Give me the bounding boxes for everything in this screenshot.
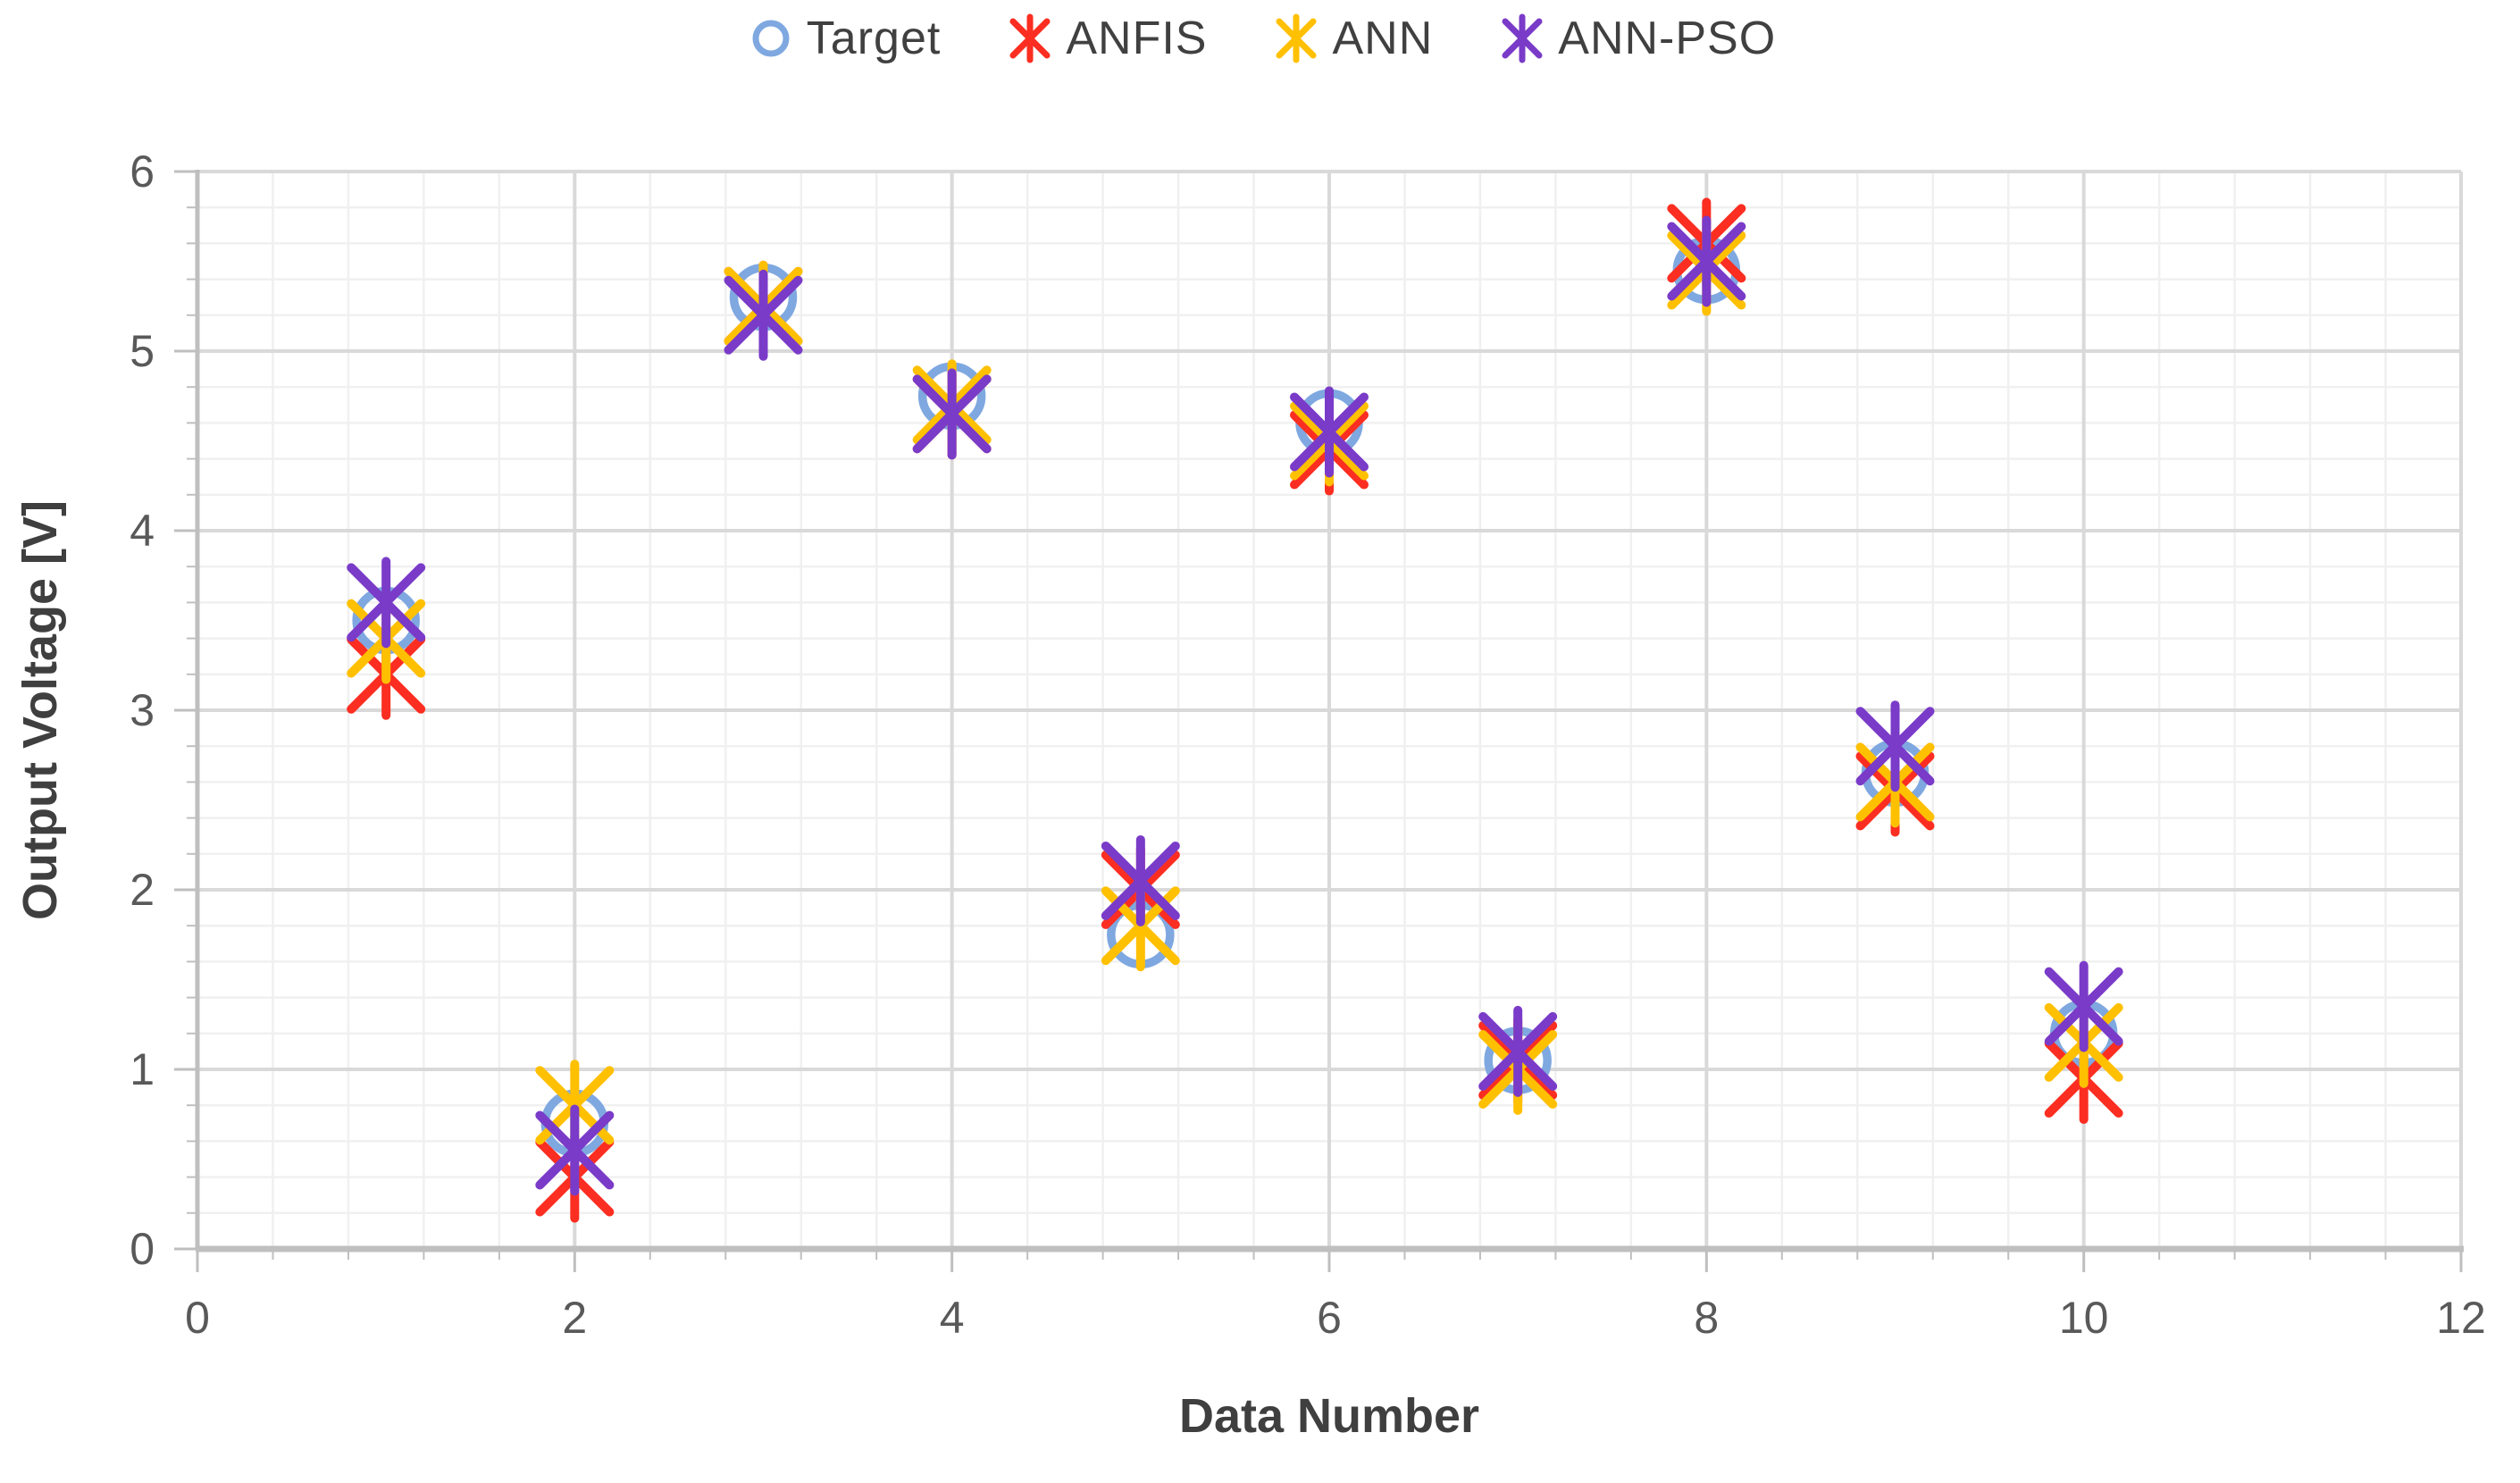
x-tick-label: 6 xyxy=(1317,1293,1342,1343)
legend-item-ann-pso: ANN-PSO xyxy=(1495,12,1776,65)
y-axis-title: Output Voltage [V] xyxy=(13,500,67,920)
legend-label: ANN xyxy=(1332,13,1434,64)
legend-label: Target xyxy=(806,13,942,64)
ann-marker-icon xyxy=(1276,13,1317,63)
x-tick-label: 12 xyxy=(2436,1293,2486,1343)
x-tick-label: 2 xyxy=(562,1293,588,1343)
legend-item-ann: ANN xyxy=(1269,12,1433,65)
y-tick-label: 5 xyxy=(130,326,155,376)
y-tick-label: 6 xyxy=(130,147,155,197)
x-tick-label: 10 xyxy=(2058,1293,2109,1343)
x-tick-label: 4 xyxy=(939,1293,965,1343)
target-marker-icon xyxy=(752,20,790,57)
legend-label: ANFIS xyxy=(1066,13,1208,64)
legend-item-target: Target xyxy=(744,12,942,65)
x-axis-title: Data Number xyxy=(1178,1389,1480,1443)
series-ann-pso xyxy=(347,215,2123,1196)
y-tick-label: 4 xyxy=(130,506,155,556)
series-target xyxy=(352,236,2118,1158)
y-tick-label: 0 xyxy=(130,1224,155,1274)
anfis-marker-icon xyxy=(1009,13,1051,63)
x-tick-label: 0 xyxy=(185,1293,210,1343)
chart-legend: Target ANFIS ANN ANN-PSO xyxy=(0,7,2520,70)
y-tick-label: 2 xyxy=(130,865,155,915)
legend-label: ANN-PSO xyxy=(1558,13,1777,64)
y-tick-label: 1 xyxy=(130,1044,155,1094)
legend-item-anfis: ANFIS xyxy=(1003,12,1207,65)
series-ann xyxy=(347,224,2123,1152)
x-tick-label: 8 xyxy=(1694,1293,1720,1343)
ann-pso-marker-icon xyxy=(1502,13,1543,63)
y-tick-label: 3 xyxy=(130,685,155,735)
